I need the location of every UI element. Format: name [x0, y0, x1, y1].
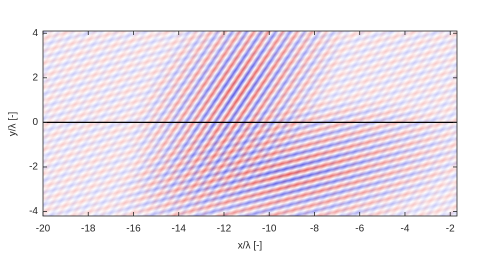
x-tick-label: -4: [401, 224, 410, 235]
x-tick-label: -10: [262, 224, 277, 235]
field-image: [43, 31, 457, 216]
plot-frame: [42, 30, 458, 217]
x-tick-label: -6: [355, 224, 364, 235]
x-tick-label: -20: [36, 224, 51, 235]
y-tick-label: 2: [32, 72, 38, 83]
x-tick-label: -18: [81, 224, 96, 235]
y-tick-label: 0: [32, 117, 38, 128]
y-tick-label: -2: [29, 162, 38, 173]
x-tick-label: -16: [126, 224, 141, 235]
x-tick-label: -8: [310, 224, 319, 235]
x-tick-label: -2: [446, 224, 455, 235]
x-axis-label: x/λ [-]: [238, 241, 263, 252]
y-axis-label: y/λ [-]: [8, 112, 19, 137]
y-tick-label: 4: [32, 28, 38, 39]
x-tick-label: -12: [217, 224, 232, 235]
x-tick-label: -14: [172, 224, 187, 235]
y-tick-label: -4: [29, 206, 38, 217]
